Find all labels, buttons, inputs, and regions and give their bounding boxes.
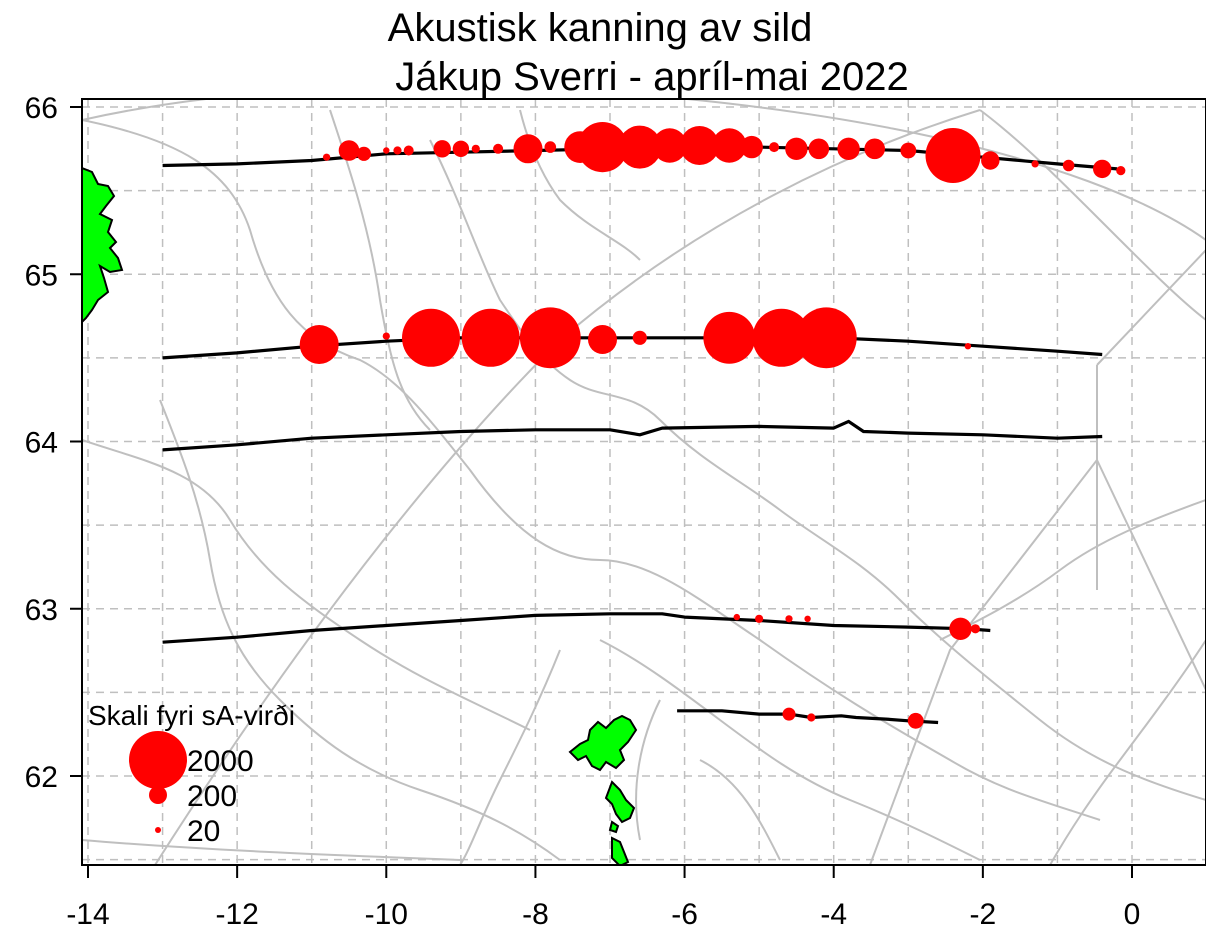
- sa-bubble: [383, 147, 390, 154]
- sa-bubble: [808, 138, 830, 160]
- sa-bubble: [1116, 166, 1126, 176]
- y-tick-label: 63: [25, 594, 58, 627]
- faroe-islands-suduroy: [611, 836, 630, 865]
- x-axis: -14 -12 -10 -8 -6 -4 -2 0: [66, 865, 1140, 931]
- sa-bubble: [338, 140, 360, 161]
- sa-bubble: [577, 122, 628, 173]
- y-tick-label: 64: [25, 427, 58, 460]
- x-tick-label: 0: [1124, 898, 1141, 931]
- sa-bubble: [1093, 159, 1112, 179]
- survey-track: [677, 709, 939, 725]
- sa-bubble: [752, 308, 811, 367]
- sa-bubble: [981, 151, 1000, 170]
- plot-frame: [81, 98, 1206, 866]
- sa-bubble: [907, 712, 924, 729]
- sa-bubble: [782, 707, 796, 721]
- sa-bubble: [1031, 160, 1039, 168]
- legend-label-20: 20: [187, 815, 220, 848]
- legend-bubble-20: [155, 827, 161, 833]
- map-title-line2: Jákup Sverri - apríl-mai 2022: [395, 55, 909, 99]
- sa-bubble: [900, 142, 917, 159]
- y-tick-label: 66: [25, 92, 58, 125]
- sa-bubble: [970, 624, 981, 634]
- legend-label-2000: 2000: [187, 745, 254, 778]
- x-tick-label: -6: [671, 898, 698, 931]
- legend-label-200: 200: [187, 780, 237, 813]
- x-tick-label: -10: [365, 898, 408, 931]
- sa-bubble: [740, 135, 763, 159]
- sa-bubble: [323, 153, 331, 161]
- sa-bubble: [461, 308, 520, 367]
- x-tick-label: -8: [522, 898, 549, 931]
- sa-bubble: [804, 615, 811, 622]
- faroe-islands-south: [604, 780, 636, 824]
- sa-bubble: [769, 142, 780, 153]
- survey-track: [162, 612, 991, 644]
- sa-bubble: [795, 307, 857, 369]
- sa-bubble: [652, 128, 687, 163]
- legend-title: Skali fyri sA-virði: [88, 700, 295, 731]
- sa-bubble: [755, 614, 764, 623]
- legend-bubble-200: [149, 786, 167, 804]
- sa-bubble: [925, 128, 981, 183]
- sa-bubble: [785, 137, 808, 160]
- y-tick-label: 62: [25, 761, 58, 794]
- sa-bubble: [433, 140, 451, 158]
- sa-bubble: [382, 332, 390, 340]
- sa-bubble: [299, 325, 339, 364]
- y-axis: 62 63 64 65 66: [25, 92, 82, 794]
- survey-track: [162, 419, 1103, 452]
- sa-bubble: [807, 713, 816, 722]
- legend: Skali fyri sA-virði 2000 200 20: [88, 700, 295, 848]
- faroe-islands: [568, 714, 638, 772]
- land-masses: [82, 166, 638, 865]
- sa-bubble: [733, 613, 740, 621]
- sa-bubble: [544, 141, 557, 153]
- x-tick-label: -4: [820, 898, 847, 931]
- sa-bubble: [493, 143, 504, 154]
- sa-bubble: [837, 137, 860, 160]
- sa-bubble: [785, 615, 793, 623]
- sa-bubble: [356, 146, 371, 161]
- sa-bubble: [864, 138, 885, 160]
- sa-bubble: [618, 125, 662, 169]
- sa-bubble: [588, 325, 617, 354]
- sa-bubble: [964, 343, 972, 350]
- iceland-coast: [82, 166, 124, 324]
- sa-bubble: [471, 144, 480, 153]
- map-title-line1: Akustisk kanning av sild: [387, 6, 813, 50]
- sa-bubbles: [299, 122, 1126, 729]
- sa-bubble: [949, 617, 972, 640]
- sa-bubble: [1062, 159, 1075, 172]
- x-tick-label: -12: [215, 898, 258, 931]
- sa-bubble: [703, 311, 756, 364]
- sa-bubble: [513, 134, 543, 164]
- legend-bubble-2000: [129, 731, 187, 789]
- sa-bubble: [712, 128, 747, 163]
- y-tick-label: 65: [25, 259, 58, 292]
- survey-tracks: [162, 145, 1118, 725]
- sa-bubble: [393, 146, 402, 155]
- x-tick-label: -14: [66, 898, 109, 931]
- sa-bubble: [402, 308, 460, 367]
- sa-bubble: [403, 145, 414, 156]
- sa-bubble: [519, 307, 581, 369]
- x-tick-label: -2: [970, 898, 997, 931]
- grid-lines: [82, 99, 1206, 865]
- sa-bubble: [452, 140, 470, 157]
- sa-bubble: [632, 330, 647, 345]
- sa-bubble: [680, 126, 719, 165]
